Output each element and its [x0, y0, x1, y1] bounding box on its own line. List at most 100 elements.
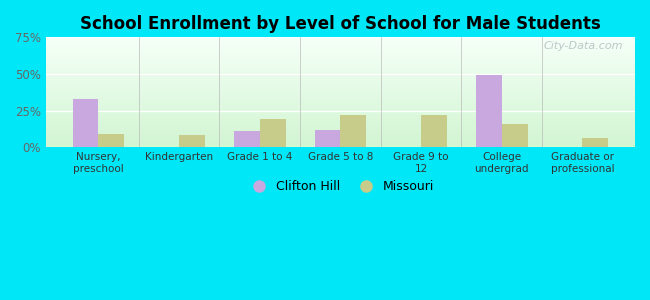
- Bar: [46, 124, 635, 125]
- Bar: [46, 102, 635, 103]
- Bar: [46, 64, 635, 65]
- Bar: [341, 115, 366, 147]
- Bar: [46, 134, 635, 135]
- Bar: [46, 53, 635, 54]
- Bar: [46, 142, 635, 143]
- Bar: [46, 63, 635, 64]
- Bar: [46, 140, 635, 142]
- Bar: [46, 38, 635, 40]
- Bar: [46, 118, 635, 119]
- Bar: [46, 37, 635, 38]
- Bar: [46, 55, 635, 56]
- Bar: [46, 95, 635, 97]
- Bar: [46, 56, 635, 57]
- Bar: [46, 75, 635, 76]
- Bar: [46, 46, 635, 47]
- Bar: [46, 42, 635, 43]
- Bar: [46, 138, 635, 140]
- Bar: [46, 74, 635, 75]
- Bar: [46, 94, 635, 95]
- Bar: [46, 101, 635, 102]
- Bar: [46, 145, 635, 146]
- Bar: [46, 76, 635, 77]
- Bar: [46, 90, 635, 91]
- Bar: [46, 73, 635, 74]
- Bar: [46, 87, 635, 88]
- Bar: [46, 78, 635, 79]
- Bar: [315, 130, 341, 147]
- Bar: [46, 50, 635, 52]
- Bar: [46, 126, 635, 128]
- Bar: [46, 123, 635, 124]
- Bar: [46, 91, 635, 92]
- Bar: [476, 75, 502, 147]
- Bar: [46, 70, 635, 71]
- Bar: [46, 109, 635, 110]
- Bar: [421, 115, 447, 147]
- Bar: [98, 134, 124, 147]
- Bar: [46, 67, 635, 68]
- Bar: [502, 124, 528, 147]
- Bar: [46, 104, 635, 105]
- Bar: [46, 59, 635, 60]
- Bar: [46, 47, 635, 48]
- Bar: [46, 93, 635, 94]
- Bar: [46, 89, 635, 90]
- Bar: [46, 120, 635, 121]
- Bar: [46, 88, 635, 89]
- Bar: [46, 65, 635, 66]
- Bar: [46, 131, 635, 132]
- Bar: [46, 85, 635, 86]
- Bar: [46, 121, 635, 122]
- Bar: [46, 103, 635, 104]
- Bar: [46, 110, 635, 111]
- Bar: [46, 44, 635, 45]
- Bar: [46, 105, 635, 106]
- Title: School Enrollment by Level of School for Male Students: School Enrollment by Level of School for…: [80, 15, 601, 33]
- Bar: [46, 54, 635, 55]
- Bar: [46, 61, 635, 63]
- Bar: [46, 97, 635, 98]
- Bar: [46, 45, 635, 46]
- Bar: [46, 82, 635, 83]
- Bar: [46, 83, 635, 85]
- Bar: [46, 112, 635, 113]
- Bar: [46, 92, 635, 93]
- Bar: [46, 58, 635, 59]
- Bar: [46, 146, 635, 147]
- Bar: [46, 71, 635, 73]
- Bar: [46, 100, 635, 101]
- Bar: [46, 115, 635, 116]
- Bar: [46, 118, 635, 120]
- Bar: [179, 135, 205, 147]
- Bar: [46, 66, 635, 67]
- Bar: [46, 81, 635, 82]
- Bar: [260, 119, 285, 147]
- Bar: [46, 135, 635, 136]
- Bar: [46, 40, 635, 42]
- Bar: [46, 111, 635, 112]
- Bar: [234, 131, 260, 147]
- Bar: [46, 98, 635, 99]
- Bar: [46, 116, 635, 118]
- Bar: [73, 99, 98, 147]
- Bar: [46, 79, 635, 80]
- Bar: [46, 60, 635, 62]
- Bar: [46, 136, 635, 137]
- Bar: [46, 132, 635, 133]
- Bar: [46, 114, 635, 115]
- Bar: [46, 69, 635, 70]
- Bar: [46, 99, 635, 100]
- Bar: [46, 106, 635, 108]
- Bar: [46, 133, 635, 134]
- Text: City-Data.com: City-Data.com: [543, 40, 623, 51]
- Bar: [46, 80, 635, 81]
- Legend: Clifton Hill, Missouri: Clifton Hill, Missouri: [241, 175, 439, 198]
- Bar: [46, 130, 635, 131]
- Bar: [46, 143, 635, 144]
- Bar: [46, 48, 635, 50]
- Bar: [46, 43, 635, 44]
- Bar: [46, 122, 635, 123]
- Bar: [46, 77, 635, 78]
- Bar: [46, 137, 635, 138]
